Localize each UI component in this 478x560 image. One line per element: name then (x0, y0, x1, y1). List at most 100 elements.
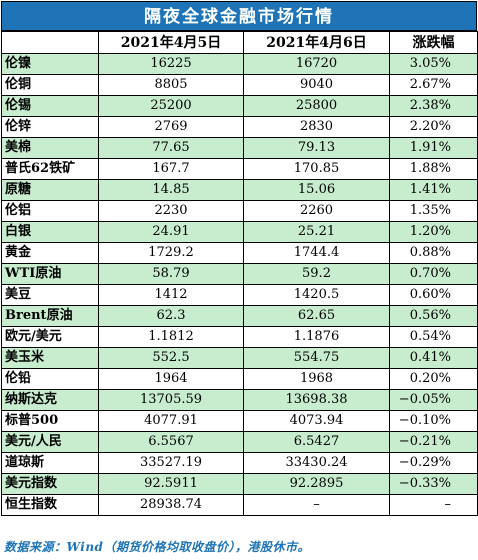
table-row: 美元/人民 6.5567 6.5427 −0.21% (1, 431, 478, 453)
row-value-date-2: 6.5427 (243, 431, 390, 453)
table-row: 伦铝 2230 2260 1.35% (1, 200, 478, 222)
row-value-date-2: – (243, 494, 390, 516)
table-body: 伦镍 16225 16720 3.05% 伦铜 8805 9040 2.67% 伦锡 25200 2… (1, 53, 478, 516)
row-value-date-2: 62.65 (243, 305, 390, 327)
row-change: 0.60% (389, 284, 478, 306)
row-change: −0.33% (389, 473, 478, 495)
row-name: 标普500 (1, 410, 99, 432)
header-date-1: 2021年4月5日 (98, 31, 244, 54)
table-row: 伦锌 2769 2830 2.20% (1, 116, 478, 138)
table-row: 美元指数 92.5911 92.2895 −0.33% (1, 473, 478, 495)
market-table-frame: 隔夜全球金融市场行情 2021年4月5日 2021年4月6日 涨跌幅 伦镍 162… (1, 1, 478, 516)
table-row: 伦镍 16225 16720 3.05% (1, 53, 478, 75)
table-row: 恒生指数 28938.74– – (1, 494, 478, 516)
row-value-date-2: 15.06 (243, 179, 390, 201)
row-change: −0.21% (389, 431, 478, 453)
table-row: 普氏62铁矿 167.7 170.85 1.88% (1, 158, 478, 180)
row-name: 纳斯达克 (1, 389, 99, 411)
header-row: 2021年4月5日 2021年4月6日 涨跌幅 (1, 31, 478, 54)
row-name: 伦铝 (1, 200, 99, 222)
row-name: 伦镍 (1, 53, 99, 75)
row-value-date-1: 25200 (98, 95, 244, 117)
row-value-date-1: 24.91 (98, 221, 244, 243)
row-value-date-2: 13698.38 (243, 389, 390, 411)
row-value-date-2: 554.75 (243, 347, 390, 369)
row-change: 0.56% (389, 305, 478, 327)
header-name (1, 31, 99, 54)
table-row: 黄金 1729.2 1744.4 0.88% (1, 242, 478, 264)
row-value-date-1: 33527.19 (98, 452, 244, 474)
row-name: 美豆 (1, 284, 99, 306)
table-title: 隔夜全球金融市场行情 (1, 1, 477, 31)
row-change: 0.41% (389, 347, 478, 369)
row-change: 2.38% (389, 95, 478, 117)
row-value-date-2: 1744.4 (243, 242, 390, 264)
row-value-date-1: 1412 (98, 284, 244, 306)
row-value-date-2: 59.2 (243, 263, 390, 285)
row-name: 道琼斯 (1, 452, 99, 474)
row-name: 白银 (1, 221, 99, 243)
row-name: 欧元/美元 (1, 326, 99, 348)
row-value-date-1: 2769 (98, 116, 244, 138)
row-value-date-1: 2230 (98, 200, 244, 222)
row-value-date-2: 25800 (243, 95, 390, 117)
table-row: 标普500 4077.91 4073.94 −0.10% (1, 410, 478, 432)
row-value-date-1: 4077.91 (98, 410, 244, 432)
row-change: 0.54% (389, 326, 478, 348)
row-change: −0.10% (389, 410, 478, 432)
row-value-date-1: 16225 (98, 53, 244, 75)
row-name: Brent原油 (1, 305, 99, 327)
row-change: −0.05% (389, 389, 478, 411)
header-change: 涨跌幅 (389, 31, 478, 54)
row-value-date-1: 552.5 (98, 347, 244, 369)
row-value-date-2: 9040 (243, 74, 390, 96)
row-name: 原糖 (1, 179, 99, 201)
row-change: 2.67% (389, 74, 478, 96)
row-value-date-1: 92.5911 (98, 473, 244, 495)
row-value-date-1: 13705.59 (98, 389, 244, 411)
row-name: 伦铜 (1, 74, 99, 96)
row-value-date-1: 1964 (98, 368, 244, 390)
row-value-date-1: 8805 (98, 74, 244, 96)
row-name: WTI原油 (1, 263, 99, 285)
row-change: 1.91% (389, 137, 478, 159)
row-value-date-1: 62.3 (98, 305, 244, 327)
row-value-date-2: 79.13 (243, 137, 390, 159)
header-date-2: 2021年4月6日 (243, 31, 390, 54)
row-change: −0.29% (389, 452, 478, 474)
row-value-date-2: 92.2895 (243, 473, 390, 495)
table-row: 欧元/美元 1.1812 1.1876 0.54% (1, 326, 478, 348)
row-change: 1.88% (389, 158, 478, 180)
row-change: 1.41% (389, 179, 478, 201)
row-value-date-1: 28938.74 (98, 494, 244, 516)
row-name: 美棉 (1, 137, 99, 159)
row-name: 美元/人民 (1, 431, 99, 453)
row-change: 0.88% (389, 242, 478, 264)
row-name: 美玉米 (1, 347, 99, 369)
row-value-date-2: 25.21 (243, 221, 390, 243)
row-value-date-2: 4073.94 (243, 410, 390, 432)
table-row: 伦锡 25200 25800 2.38% (1, 95, 478, 117)
table-row: 纳斯达克 13705.59 13698.38 −0.05% (1, 389, 478, 411)
row-value-date-2: 2260 (243, 200, 390, 222)
source-note: 数据来源：Wind（期货价格均取收盘价），港股休市。 (4, 540, 310, 554)
row-name: 恒生指数 (1, 494, 99, 516)
table-row: Brent原油 62.3 62.65 0.56% (1, 305, 478, 327)
row-value-date-1: 1729.2 (98, 242, 244, 264)
row-name: 美元指数 (1, 473, 99, 495)
row-name: 黄金 (1, 242, 99, 264)
row-change: 3.05% (389, 53, 478, 75)
row-value-date-1: 1.1812 (98, 326, 244, 348)
row-value-date-2: 1420.5 (243, 284, 390, 306)
table-row: 伦铅 1964 1968 0.20% (1, 368, 478, 390)
row-value-date-2: 1.1876 (243, 326, 390, 348)
row-name: 伦锌 (1, 116, 99, 138)
row-value-date-2: 16720 (243, 53, 390, 75)
table-row: 伦铜 8805 9040 2.67% (1, 74, 478, 96)
table-row: 白银 24.91 25.21 1.20% (1, 221, 478, 243)
table-row: 美玉米 552.5 554.75 0.41% (1, 347, 478, 369)
table-row: 原糖 14.85 15.06 1.41% (1, 179, 478, 201)
row-change: 2.20% (389, 116, 478, 138)
row-value-date-1: 58.79 (98, 263, 244, 285)
row-value-date-1: 14.85 (98, 179, 244, 201)
